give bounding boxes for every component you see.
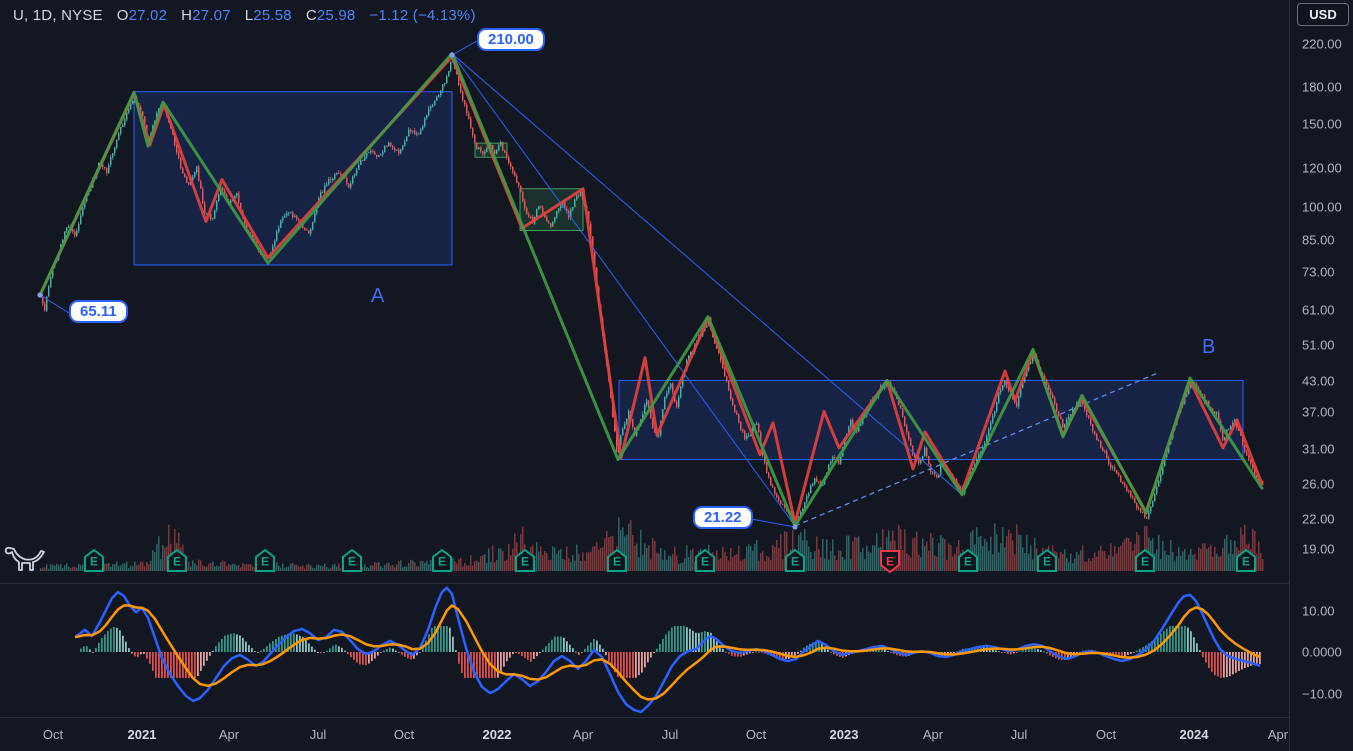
ohlc-key: L <box>244 7 254 24</box>
earnings-icon[interactable]: E <box>1135 548 1155 572</box>
price-axis-label: 51.00 <box>1302 337 1335 353</box>
price-axis-label: 22.00 <box>1302 511 1335 527</box>
earnings-icon[interactable]: E <box>515 548 535 572</box>
price-axis-label: 37.00 <box>1302 404 1335 420</box>
earnings-icon[interactable]: E <box>342 548 362 572</box>
time-axis-label: Apr <box>1267 727 1289 742</box>
currency-toggle-button[interactable]: USD <box>1297 3 1349 26</box>
price-axis[interactable]: 220.00 180.00 150.00 120.00 100.00 85.00 73.00… <box>1289 0 1353 751</box>
price-axis-label: 26.00 <box>1302 476 1335 492</box>
earnings-icon[interactable]: E <box>255 548 275 572</box>
time-axis-label: Apr <box>922 727 944 742</box>
time-axis-label: Jul <box>309 727 327 742</box>
time-axis-label: Oct <box>745 727 767 742</box>
svg-text:E: E <box>613 555 621 569</box>
time-axis-label: Oct <box>1095 727 1117 742</box>
earnings-icon[interactable]: E <box>607 548 627 572</box>
svg-text:E: E <box>791 555 799 569</box>
macd-line[interactable] <box>74 586 1261 714</box>
price-axis-label: 100.00 <box>1302 199 1342 215</box>
earnings-icon[interactable]: E <box>84 548 104 572</box>
drawing-anchor-point[interactable] <box>37 292 43 298</box>
blue-rectangle-drawing[interactable] <box>133 91 453 266</box>
ohlc-key: O <box>116 7 129 24</box>
symbol-header: U, 1D, NYSE O27.02 H27.07 L25.58 C25.98 −1.12… <box>13 7 476 24</box>
macd-signal-line[interactable] <box>74 604 1261 701</box>
symbol-title[interactable]: U, 1D, NYSE <box>13 7 103 24</box>
price-axis-label: 61.00 <box>1302 302 1335 318</box>
price-callout-21[interactable]: 21.22 <box>693 506 753 529</box>
time-axis-label: Oct <box>393 727 415 742</box>
trend-line[interactable] <box>451 53 796 527</box>
svg-text:E: E <box>173 555 181 569</box>
time-axis-label: Apr <box>218 727 240 742</box>
earnings-icon[interactable]: E <box>1037 548 1057 572</box>
price-axis-label: 31.00 <box>1302 441 1335 457</box>
time-axis-label: Jul <box>1010 727 1028 742</box>
time-axis-label: 2022 <box>482 727 512 742</box>
price-axis-label: 43.00 <box>1302 373 1335 389</box>
earnings-icon[interactable]: E <box>785 548 805 572</box>
svg-text:E: E <box>348 555 356 569</box>
price-callout-65[interactable]: 65.11 <box>69 300 128 323</box>
drawing-anchor-point[interactable] <box>449 52 455 58</box>
time-axis-label: 2024 <box>1179 727 1209 742</box>
indicator-axis-label: 0.0000 <box>1302 644 1342 660</box>
wave-label-a[interactable]: A <box>371 285 385 307</box>
svg-text:E: E <box>521 555 529 569</box>
svg-text:E: E <box>701 555 709 569</box>
time-axis-label: Oct <box>42 727 64 742</box>
price-callout-210[interactable]: 210.00 <box>477 28 545 51</box>
time-axis[interactable]: Oct 2021 Apr Jul Oct 2022 Apr Jul Oct 2023 Apr Jul O… <box>0 717 1290 751</box>
indicator-axis-label: −10.00 <box>1302 686 1343 702</box>
ohlc-key: H <box>181 7 193 24</box>
svg-text:E: E <box>1141 555 1149 569</box>
svg-text:E: E <box>438 555 446 569</box>
earnings-icon[interactable]: E <box>167 548 187 572</box>
ohlc-value: 25.98 <box>316 7 356 24</box>
pane-separator[interactable] <box>0 583 1290 584</box>
price-change: −1.12 (−4.13%) <box>369 7 476 24</box>
ohlc-value: 27.02 <box>128 7 168 24</box>
volume-bars <box>40 517 1264 571</box>
price-axis-label: 85.00 <box>1302 232 1335 248</box>
svg-text:E: E <box>90 555 98 569</box>
price-axis-label: 73.00 <box>1302 264 1335 280</box>
price-axis-label: 19.00 <box>1302 541 1335 557</box>
svg-text:E: E <box>886 555 894 569</box>
time-axis-label: Jul <box>661 727 679 742</box>
svg-text:E: E <box>964 555 972 569</box>
price-axis-label: 180.00 <box>1302 79 1342 95</box>
svg-text:E: E <box>1043 555 1051 569</box>
time-axis-label: 2021 <box>127 727 157 742</box>
svg-text:E: E <box>261 555 269 569</box>
earnings-miss-icon[interactable]: E <box>880 550 900 574</box>
earnings-icon[interactable]: E <box>958 548 978 572</box>
ohlc-value: 27.07 <box>192 7 231 24</box>
ohlc-value: 25.58 <box>253 7 292 24</box>
dinosaur-icon <box>4 546 45 571</box>
price-axis-label: 120.00 <box>1302 160 1342 176</box>
indicator-axis-label: 10.00 <box>1302 603 1335 619</box>
earnings-icon[interactable]: E <box>1236 548 1256 572</box>
earnings-icon[interactable]: E <box>432 548 452 572</box>
drawing-anchor-point[interactable] <box>792 524 798 530</box>
time-axis-label: Apr <box>572 727 594 742</box>
trend-line[interactable] <box>451 53 963 496</box>
ohlc-key: C <box>305 7 317 24</box>
price-axis-label: 150.00 <box>1302 116 1342 132</box>
time-axis-label: 2023 <box>829 727 859 742</box>
price-axis-label: 220.00 <box>1302 36 1342 52</box>
svg-text:E: E <box>1242 555 1250 569</box>
wave-label-b[interactable]: B <box>1202 336 1216 358</box>
earnings-icon[interactable]: E <box>695 548 715 572</box>
